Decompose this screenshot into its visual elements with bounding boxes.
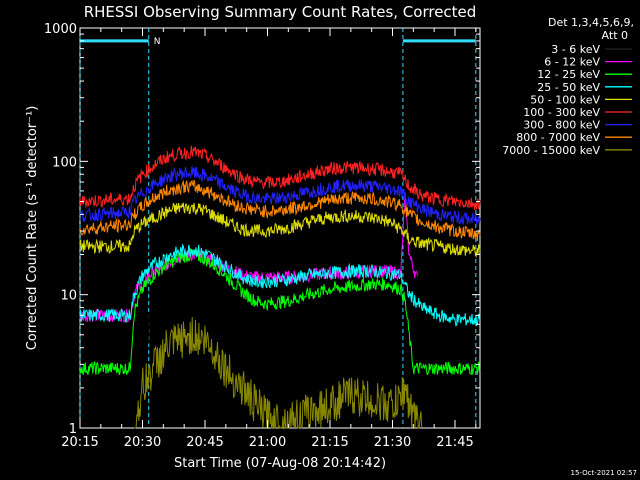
series-line [79, 202, 481, 259]
legend-entry-label: 7000 - 15000 keV [502, 144, 600, 157]
timestamp: 15-Oct-2021 02:57 [571, 469, 637, 477]
y-axis: 1 10 100 1000 [44, 22, 480, 437]
x-tick-label: 20:45 [186, 435, 223, 450]
flag-label: N [154, 37, 161, 47]
series-line [79, 243, 481, 328]
legend-entry-label: 100 - 300 keV [523, 106, 600, 119]
legend-entry-label: 800 - 7000 keV [516, 131, 600, 144]
x-tick-label: 21:15 [311, 435, 348, 450]
legend-entry-label: 25 - 50 keV [537, 81, 600, 94]
legend-header-line2: Att 0 [602, 29, 628, 42]
y-axis-label: Corrected Count Rate (s⁻¹ detector⁻¹) [25, 106, 40, 351]
legend-entry-label: 300 - 800 keV [523, 119, 600, 132]
x-tick-label: 21:30 [374, 435, 411, 450]
legend-header-line1: Det 1,3,4,5,6,9, [548, 16, 634, 29]
series-line [133, 259, 398, 414]
y-tick-label: 1000 [44, 22, 77, 37]
series-line [79, 166, 481, 225]
x-axis-label: Start Time (07-Aug-08 20:14:42) [174, 456, 386, 471]
plot-area: N [79, 27, 481, 430]
x-tick-label: 21:00 [249, 435, 286, 450]
chart-title: RHESSI Observing Summary Count Rates, Co… [84, 3, 477, 21]
series-line [79, 248, 481, 376]
legend-entry-label: 3 - 6 keV [551, 43, 600, 56]
legend-entry-label: 6 - 12 keV [544, 56, 600, 69]
legend-entry-label: 50 - 100 keV [530, 93, 600, 106]
y-tick-label: 10 [60, 289, 77, 304]
x-axis: 20:15 20:30 20:45 21:00 21:15 21:30 21:45 [61, 28, 477, 450]
series-line [134, 316, 423, 430]
x-tick-label: 20:30 [124, 435, 161, 450]
series-line [79, 145, 481, 210]
legend-entry-label: 12 - 25 keV [537, 68, 600, 81]
y-tick-label: 100 [52, 155, 77, 170]
x-tick-label: 20:15 [61, 435, 98, 450]
y-tick-label: 1 [69, 422, 77, 437]
series-layer [79, 145, 481, 430]
series-line [79, 179, 481, 242]
x-tick-label: 21:45 [436, 435, 473, 450]
